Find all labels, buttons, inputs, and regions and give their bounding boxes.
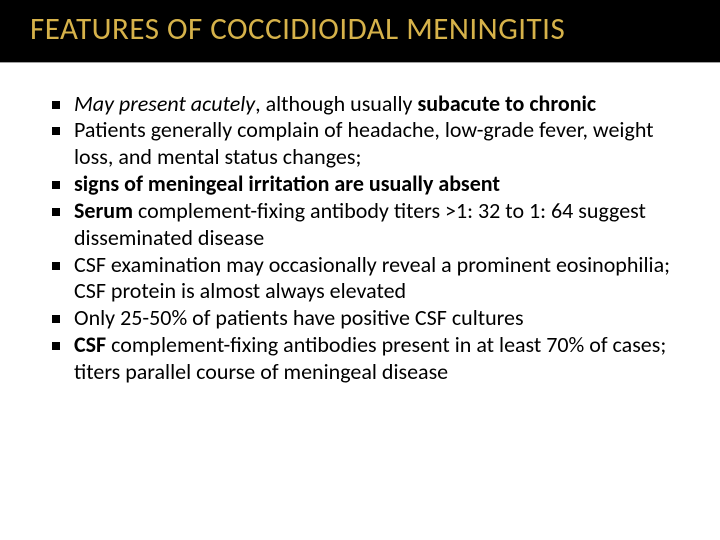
text-plain: Only 25-50% of patients have positive CS… <box>74 304 524 331</box>
list-item: Serum complement-fixing antibody titers … <box>56 198 684 252</box>
text-italic: May present acutely <box>74 90 255 117</box>
text-plain: complement-fixing antibodies present in … <box>74 331 666 385</box>
text-bold: signs of meningeal irritation are usuall… <box>74 170 500 197</box>
text-bold: CSF <box>74 331 106 358</box>
text-plain: , although usually <box>255 90 417 117</box>
text-plain: Patients generally complain of headache,… <box>74 116 654 170</box>
list-item: CSF complement-fixing antibodies present… <box>56 332 684 386</box>
list-item: CSF examination may occasionally reveal … <box>56 252 684 306</box>
list-item: May present acutely, although usually su… <box>56 91 684 118</box>
text-bold: subacute to chronic <box>417 90 596 117</box>
list-item: Patients generally complain of headache,… <box>56 117 684 171</box>
list-item: signs of meningeal irritation are usuall… <box>56 171 684 198</box>
slide-header: FEATURES OF COCCIDIOIDAL MENINGITIS <box>0 0 720 62</box>
text-bold: Serum <box>74 197 133 224</box>
list-item: Only 25-50% of patients have positive CS… <box>56 305 684 332</box>
text-plain: complement-fixing antibody titers >1: 32… <box>74 197 646 251</box>
slide-title: FEATURES OF COCCIDIOIDAL MENINGITIS <box>30 12 690 48</box>
text-plain: CSF examination may occasionally reveal … <box>74 251 670 305</box>
bullet-list: May present acutely, although usually su… <box>56 91 684 386</box>
slide-content: May present acutely, although usually su… <box>0 63 720 406</box>
